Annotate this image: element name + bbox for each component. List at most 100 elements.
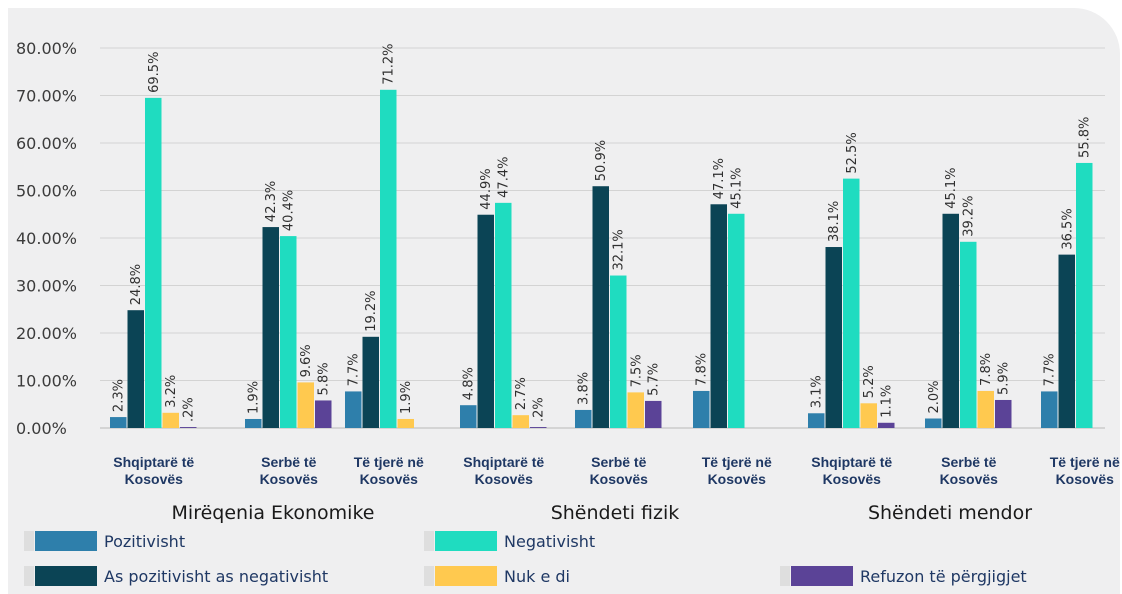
bar (808, 413, 825, 428)
category-label: Të tjerë në (354, 454, 424, 470)
data-label: 42.3% (264, 181, 279, 222)
chart-panel (8, 8, 1120, 594)
y-tick-label: 0.00% (16, 419, 67, 438)
data-label: 3.2% (164, 375, 179, 408)
legend-swatch-shadow (424, 566, 434, 586)
y-tick-label: 10.00% (16, 372, 77, 391)
category-label: Kosovës (940, 471, 999, 487)
category-label: Kosovës (590, 471, 649, 487)
data-label: 71.2% (382, 43, 397, 84)
y-tick-label: 30.00% (16, 277, 77, 296)
data-label: 50.9% (594, 140, 609, 181)
legend-swatch (35, 531, 97, 551)
bar (843, 178, 860, 428)
data-label: 9.6% (299, 344, 314, 377)
category-label: Kosovës (823, 471, 882, 487)
category-label: Serbë të (941, 454, 996, 470)
legend-label: As pozitivisht as negativisht (104, 567, 328, 586)
group-title: Shëndeti fizik (551, 502, 680, 524)
data-label: 1.1% (880, 385, 895, 418)
bar (693, 390, 710, 428)
bar (860, 403, 877, 428)
data-label: 3.8% (577, 372, 592, 405)
data-label: 55.8% (1078, 117, 1093, 158)
legend-swatch (791, 566, 853, 586)
group-title: Shëndeti mendor (868, 502, 1032, 524)
legend-label: Refuzon të përgjigjet (860, 567, 1027, 586)
data-label: 2.7% (514, 377, 529, 410)
data-label: 5.7% (647, 363, 662, 396)
category-label: Serbë të (261, 454, 316, 470)
data-label: 36.5% (1060, 208, 1075, 249)
bar (977, 390, 994, 428)
bar (1041, 391, 1058, 428)
legend-swatch (435, 566, 497, 586)
bar (162, 412, 179, 428)
bar (245, 418, 262, 428)
category-label: Shqiptarë të (113, 454, 194, 470)
category-label: Shqiptarë të (811, 454, 892, 470)
bar (495, 202, 512, 428)
bar (960, 241, 977, 428)
category-label: Kosovës (125, 471, 184, 487)
bar (728, 213, 745, 428)
bar (627, 392, 644, 428)
data-label: 5.9% (997, 362, 1012, 395)
data-label: .2% (182, 397, 197, 422)
data-label: 1.9% (247, 381, 262, 414)
bar (575, 409, 592, 428)
category-label: Kosovës (260, 471, 319, 487)
data-label: 32.1% (612, 229, 627, 270)
bar (825, 247, 842, 428)
bar (1076, 162, 1093, 428)
bar (942, 213, 959, 428)
bar (995, 399, 1012, 428)
bar (380, 89, 397, 429)
data-label: 7.8% (695, 353, 710, 386)
category-label: Shqiptarë të (463, 454, 544, 470)
category-label: Kosovës (708, 471, 767, 487)
bar (315, 400, 332, 428)
bar (1058, 254, 1075, 428)
legend-swatch-shadow (424, 531, 434, 551)
legend-swatch-shadow (780, 566, 790, 586)
bar (110, 417, 127, 428)
data-label: 7.7% (347, 353, 362, 386)
y-tick-label: 40.00% (16, 229, 77, 248)
legend-swatch-shadow (24, 531, 34, 551)
data-label: 24.8% (129, 264, 144, 305)
data-label: 1.9% (399, 381, 414, 414)
data-label: 39.2% (962, 195, 977, 236)
y-tick-label: 80.00% (16, 39, 77, 58)
bar (460, 405, 477, 428)
bar (592, 186, 609, 428)
data-label: 5.8% (317, 362, 332, 395)
bar (297, 382, 314, 428)
bar (180, 427, 197, 428)
legend-label: Nuk e di (504, 567, 570, 586)
bar (530, 427, 547, 428)
legend-swatch-shadow (24, 566, 34, 586)
bar (262, 227, 279, 428)
bar (477, 214, 494, 428)
data-label: 47.4% (497, 157, 512, 198)
data-label: 5.2% (862, 365, 877, 398)
bar (878, 422, 895, 428)
data-label: 7.7% (1043, 353, 1058, 386)
y-tick-label: 20.00% (16, 324, 77, 343)
data-label: 38.1% (827, 201, 842, 242)
data-label: 44.9% (479, 168, 494, 209)
y-tick-label: 50.00% (16, 182, 77, 201)
data-label: 3.1% (810, 375, 825, 408)
bar (362, 336, 379, 428)
data-label: 2.0% (927, 380, 942, 413)
data-label: 45.1% (730, 167, 745, 208)
data-label: 7.8% (979, 353, 994, 386)
data-label: 40.4% (282, 190, 297, 231)
bar (345, 391, 362, 428)
bar (127, 310, 144, 428)
bar (710, 204, 727, 428)
bar (145, 97, 162, 428)
legend-swatch (435, 531, 497, 551)
